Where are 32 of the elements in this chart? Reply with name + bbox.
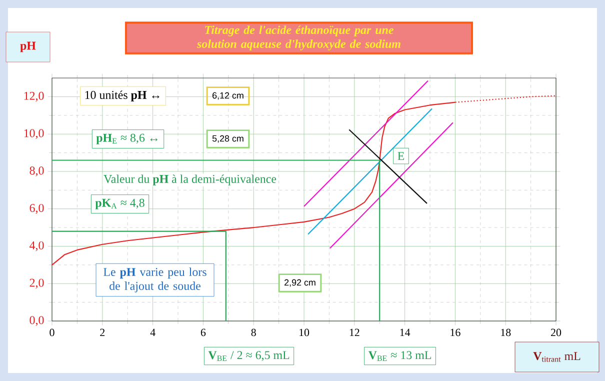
annotation: pH$_{E}$ ≈ 8,6 ↔ [96,134,158,144]
text: V$_{BE}$ ≈ 13 mL [368,351,431,361]
annotation: Le pH varie peu lors de l'ajout de soude [104,268,206,292]
x-tick-label: 6 [200,328,206,336]
x-tick-label: 14 [400,328,410,336]
x-tick-label: 10 [300,328,310,336]
y-axis-title: pH [20,42,36,52]
text: V$_{BE}$ / 2 ≈ 6,5 mL [208,351,290,361]
annotation: 2,92 cm [284,279,316,287]
annotation: Valeur du pH à la demi-équivalence [104,174,276,186]
x-tick-label: 18 [501,328,511,336]
x-axis-title: V$_{titrant}$ mL [533,352,580,362]
annotation: 6,12 cm [212,92,244,100]
x-tick-label: 16 [450,328,460,336]
annotation: 10 unités pH ↔ [85,90,160,102]
x-tick-label: 12 [350,328,360,336]
x-tick-label: 8 [251,328,256,336]
y-tick-label: 6,0 [30,204,44,214]
chart-title: Titrage de l'acide éthanoïque par une solution aqueuse d'hydroxyde de sodium [196,26,400,50]
annotation: E [398,152,404,160]
x-tick-label: 2 [100,328,105,336]
y-tick-label: 0,0 [30,316,44,326]
x-tick-label: 4 [150,328,156,336]
annotation: 5,28 cm [212,135,244,143]
annotation: pK$_{A}$ ≈ 4,8 [95,198,144,210]
x-tick-label: 0 [50,328,54,336]
y-tick-label: 8,0 [30,166,44,176]
y-tick-label: 12,0 [24,92,44,102]
y-tick-label: 10,0 [24,129,44,139]
y-tick-label: 4,0 [30,241,44,252]
x-tick-label: 20 [551,328,562,336]
y-tick-label: 2,0 [30,278,44,289]
